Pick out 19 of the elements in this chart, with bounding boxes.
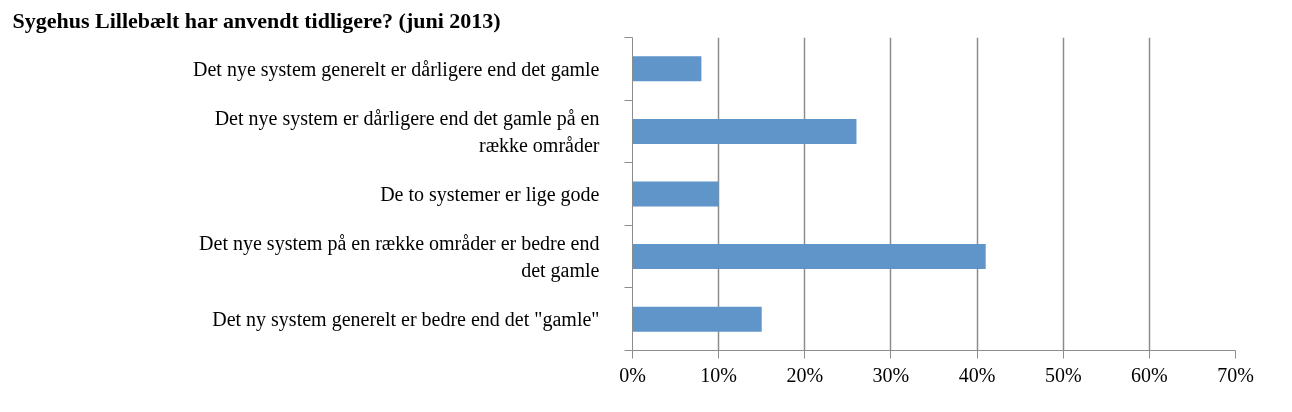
y-tick-label: Det ny system generelt er bedre end det "gamle"	[212, 308, 600, 332]
x-tick-label: 50%	[1044, 363, 1082, 386]
x-tick-label: 0%	[619, 363, 646, 386]
bar	[632, 118, 857, 144]
y-tick-label: Det nye system på en række områder er bedre end det gamle	[199, 232, 600, 282]
y-tick-label: Det nye system generelt er dårligere end det gamle	[193, 57, 600, 81]
bar	[632, 244, 986, 270]
x-tick-label: 40%	[958, 363, 996, 386]
bar	[632, 306, 762, 332]
text: Sygehus Lillebælt har anvendt tidligere? (juni 2013)	[12, 7, 501, 33]
x-tick-label: 30%	[872, 363, 910, 386]
y-tick-label: Det nye system er dårligere end det gamle på en række områder	[214, 107, 600, 156]
bar	[632, 56, 702, 82]
x-tick-label: 70%	[1217, 363, 1254, 386]
x-tick-label: 20%	[786, 363, 824, 386]
x-tick-label: 10%	[700, 363, 737, 386]
y-tick-label: De to systemer er lige gode	[380, 183, 600, 206]
bar	[632, 181, 719, 207]
x-tick-label: 60%	[1131, 363, 1168, 386]
